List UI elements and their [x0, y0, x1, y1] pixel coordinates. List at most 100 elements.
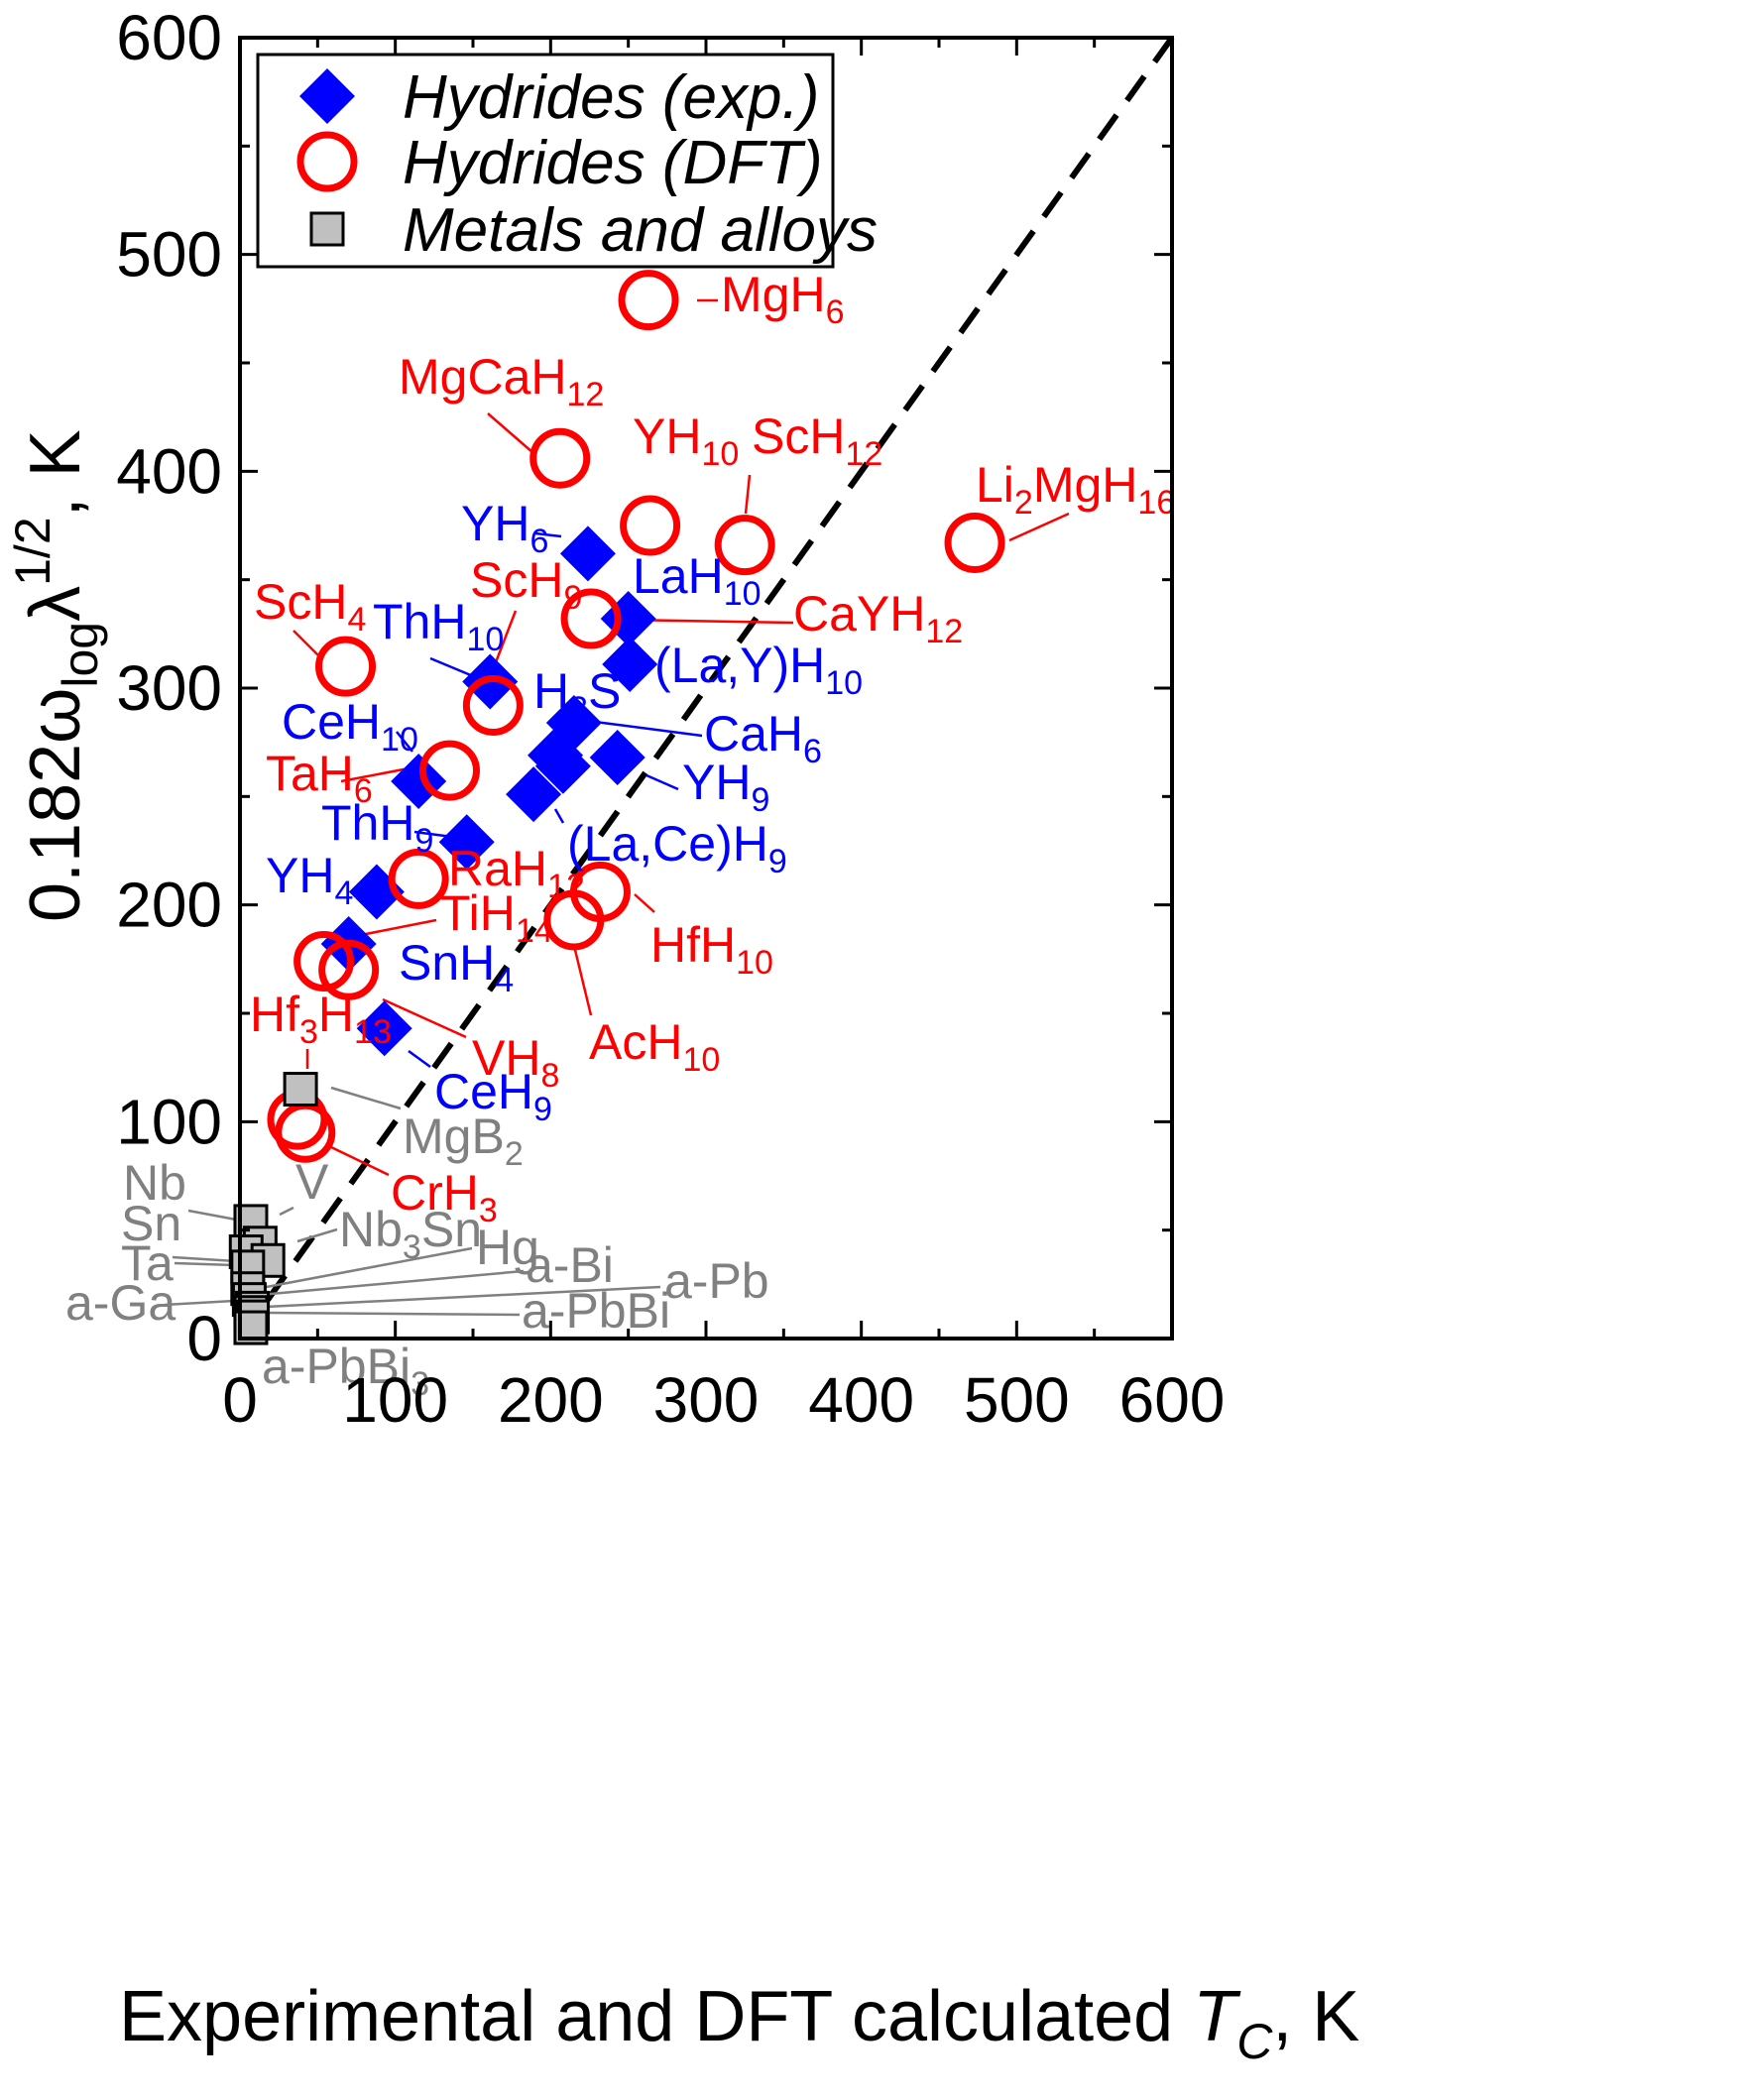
label-vh8: VH8 [472, 1030, 559, 1095]
marker-vh8 [318, 939, 380, 1000]
leader-lines [164, 298, 1070, 1317]
leader-crh3 [330, 1145, 390, 1177]
axes: 0 100 200 300 400 500 600 0 100 200 300 400 500 600 [116, 2, 1225, 1436]
label-li2mgh16: Li2MgH16 [976, 457, 1175, 522]
marker-mgb2 [283, 1072, 318, 1108]
y-tick-label: 300 [116, 652, 222, 724]
reference-layer [237, 36, 1175, 1341]
legend-marker-square [309, 211, 345, 247]
marker-la-y-h10 [602, 636, 658, 692]
label-sch4: ScH4 [254, 574, 366, 639]
leader-yh6 [534, 531, 562, 538]
point-labels: MgH6 MgCaH12 YH10 ScH12 Li2MgH16 YH6 LaH10 ScH9… [65, 267, 1175, 1403]
leader-a-ga [164, 1299, 235, 1307]
label-a-pb: a-Pb [664, 1253, 769, 1309]
label-a-bi: a-Bi [526, 1237, 614, 1293]
label-sch12: ScH12 [752, 408, 882, 473]
label-ceh9: CeH9 [434, 1064, 552, 1128]
y-axis-title: 0.182ωlogλ1/2, K [5, 429, 108, 922]
label-thh10: ThH10 [373, 594, 504, 658]
label-ta: Ta [121, 1235, 174, 1291]
marker-tah6 [419, 740, 480, 801]
leader-tah6 [340, 766, 410, 783]
label-rah12: RaH12 [448, 841, 585, 905]
label-tih14: TiH14 [440, 885, 553, 950]
label-mgcah12: MgCaH12 [399, 349, 604, 413]
marker-cah6 [545, 694, 602, 751]
label-hg: Hg [476, 1220, 539, 1275]
label-yh6: YH6 [461, 496, 548, 560]
label-la-ce-h9: (La,Ce)H9 [567, 816, 787, 880]
legend-marker-circle [296, 131, 358, 192]
label-sch9: ScH9 [470, 552, 582, 617]
label-v: V [295, 1154, 329, 1210]
marker-sch4 [315, 636, 377, 697]
leader-nb [187, 1209, 237, 1222]
marker-rah12 [388, 848, 449, 909]
x-tick-label: 300 [653, 1364, 760, 1436]
marker-unlabeled [534, 738, 591, 794]
leader-ceh10 [396, 731, 413, 753]
leader-nb3sn [296, 1227, 338, 1243]
y-tick-label: 500 [116, 219, 222, 291]
x-tick-label: 100 [342, 1364, 448, 1436]
legend-label-hydrides-dft: Hydrides (DFT) [403, 129, 823, 197]
y-tick-label: 100 [116, 1086, 222, 1157]
marker-la-ce-h9 [506, 766, 562, 823]
label-a-pbbi: a-PbBi [522, 1283, 670, 1339]
label-crh3: CrH3 [391, 1165, 498, 1229]
leader-cah6 [594, 720, 703, 738]
marker-sch9 [462, 674, 524, 736]
data-markers [228, 270, 1005, 1345]
x-axis-title: Experimental and DFT calculated TC, K [119, 1977, 1359, 2069]
y-tick-label: 0 [186, 1303, 222, 1374]
leader-la-ce-h9 [553, 808, 565, 824]
label-lah10: LaH10 [633, 548, 762, 613]
marker-ceh9 [356, 1000, 412, 1057]
label-hfh10: HfH10 [650, 917, 773, 982]
leader-vh8 [382, 997, 467, 1039]
leader-mgcah12 [487, 412, 534, 454]
marker-li2mgh16 [944, 512, 1005, 573]
leader-ach10 [573, 949, 593, 1016]
marker-yh10 [620, 495, 681, 556]
label-mgb2: MgB2 [403, 1108, 524, 1173]
y-tick-label: 200 [116, 870, 222, 941]
marker-thh9 [438, 814, 495, 871]
leader-sn [172, 1255, 237, 1263]
marker-yh9 [589, 729, 645, 785]
leader-li2mgh16 [1008, 512, 1070, 542]
marker-cayh12 [560, 588, 622, 649]
legend-marker-diamond [299, 68, 355, 124]
leader-sch4 [293, 630, 320, 657]
label-sn: Sn [121, 1196, 181, 1251]
leader-a-pb [265, 1285, 661, 1309]
label-nb: Nb [123, 1155, 186, 1211]
leader-a-pbbi [265, 1311, 521, 1317]
x-tick-label: 600 [1119, 1364, 1226, 1436]
label-nb3sn: Nb3Sn [339, 1202, 482, 1266]
leader-ta [174, 1261, 235, 1267]
y-tick-label: 400 [116, 435, 222, 507]
label-tah6: TaH6 [266, 746, 373, 810]
x-tick-label: 500 [964, 1364, 1070, 1436]
leader-yh9 [645, 773, 679, 791]
axis-titles: Experimental and DFT calculated TC, K 0.1… [5, 429, 1359, 2069]
label-cah6: CaH6 [704, 706, 822, 770]
label-a-pbbi3: a-PbBi3 [262, 1339, 429, 1403]
marker-sch12 [714, 515, 775, 576]
label-ceh10: CeH10 [282, 694, 418, 758]
label-h3s: H3S [533, 663, 621, 728]
label-yh4: YH4 [266, 848, 353, 912]
label-yh10: YH10 [633, 408, 739, 473]
x-tick-label: 400 [808, 1364, 914, 1436]
marker-mgh6 [618, 270, 679, 331]
leader-hfh10 [634, 893, 655, 913]
leader-mgb2 [330, 1086, 402, 1110]
legend: Hydrides (exp.)Hydrides (DFT)Metals and … [256, 53, 878, 269]
label-a-ga: a-Ga [65, 1275, 176, 1331]
label-la-y-h10: (La,Y)H10 [654, 638, 863, 702]
label-snh4: SnH4 [399, 935, 514, 999]
marker-tih14 [293, 931, 355, 992]
